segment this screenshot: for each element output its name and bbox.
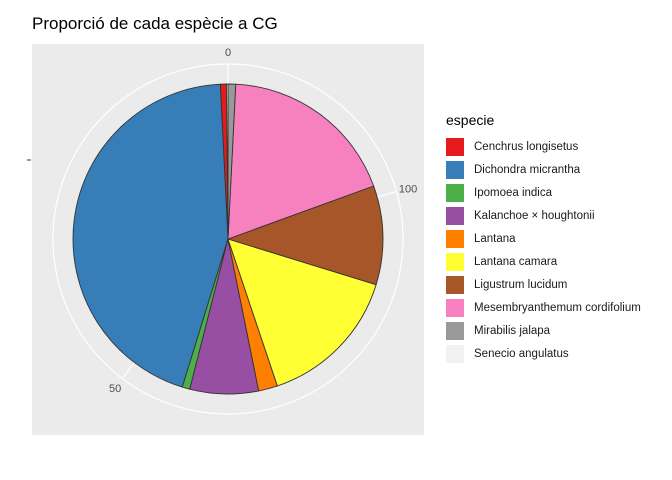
legend-items: Cenchrus longisetus Dichondra micrantha Ip…: [446, 135, 641, 365]
legend-item: Mirabilis jalapa: [446, 319, 641, 342]
tick-label: 50: [109, 383, 121, 395]
legend-item: Ligustrum lucidum: [446, 273, 641, 296]
pie-slice-ligustrum-lucidum: [226, 185, 384, 286]
legend: especie Cenchrus longisetus Dichondra mic…: [446, 112, 641, 365]
tick-label: 100: [399, 183, 417, 195]
legend-item: Lantana camara: [446, 250, 641, 273]
legend-label: Lantana camara: [474, 255, 558, 268]
legend-item: Ipomoea indica: [446, 181, 641, 204]
legend-swatch: [446, 206, 464, 225]
legend-item: Kalanchoe × houghtonii: [446, 204, 641, 227]
tick-label: 0: [225, 47, 231, 59]
legend-item: Lantana: [446, 227, 641, 250]
legend-title: especie: [446, 112, 495, 128]
legend-swatch: [446, 183, 464, 202]
legend-swatch: [446, 321, 464, 340]
legend-label: Ipomoea indica: [474, 186, 552, 199]
chart-title: Proporció de cada espècie a CG: [32, 14, 278, 33]
legend-label: Ligustrum lucidum: [474, 278, 568, 291]
legend-label: Kalanchoe × houghtonii: [474, 209, 595, 222]
legend-swatch: [446, 252, 464, 271]
pie-slice-dichondra-micrantha: [72, 83, 229, 388]
legend-swatch: [446, 229, 464, 248]
legend-swatch: [446, 298, 464, 317]
legend-label: Lantana: [474, 232, 516, 245]
pie-slices: [72, 83, 384, 395]
legend-label: Mesembryanthemum cordifolium: [474, 301, 641, 314]
legend-item: Mesembryanthemum cordifolium: [446, 296, 641, 319]
legend-label: Senecio angulatus: [474, 347, 569, 360]
legend-item: Senecio angulatus: [446, 342, 641, 365]
legend-swatch: [446, 344, 464, 363]
legend-swatch: [446, 137, 464, 156]
legend-item: Cenchrus longisetus: [446, 135, 641, 158]
legend-swatch: [446, 160, 464, 179]
legend-label: Dichondra micrantha: [474, 163, 581, 176]
pie-slice-mesembryanthemum-cordifolium: [227, 83, 375, 240]
angle-ticks: 0 50 100: [109, 47, 417, 395]
legend-item: Dichondra micrantha: [446, 158, 641, 181]
pie-slice-senecio-angulatus: [225, 83, 229, 240]
legend-label: Cenchrus longisetus: [474, 140, 579, 153]
legend-label: Mirabilis jalapa: [474, 324, 551, 337]
pie-slice-lantana-camara: [227, 238, 377, 387]
legend-swatch: [446, 275, 464, 294]
